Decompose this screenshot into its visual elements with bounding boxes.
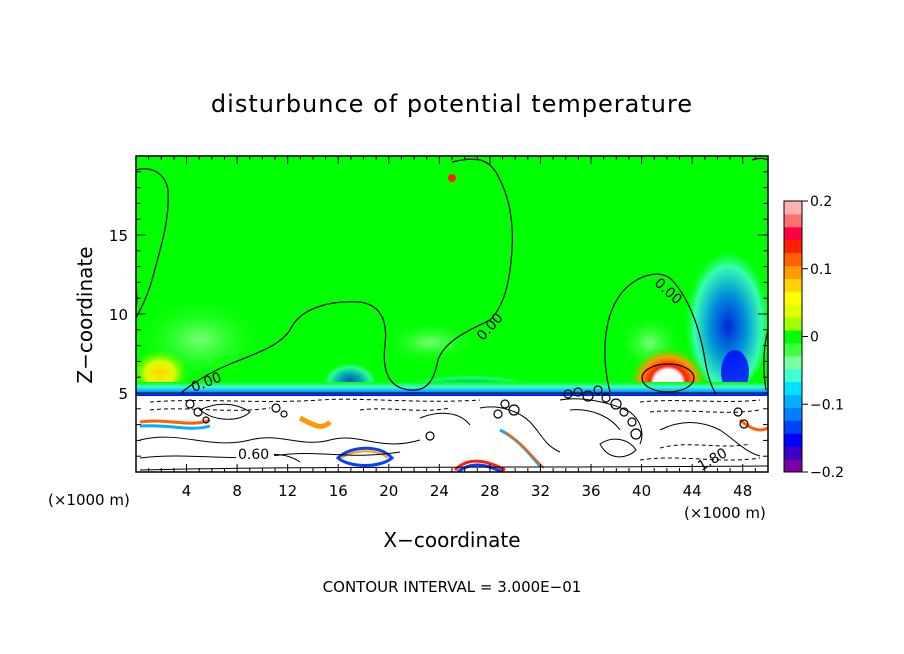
y-tick-label: 5	[118, 385, 128, 403]
colorbar-segment	[784, 394, 802, 408]
colorbar-segment	[784, 239, 802, 254]
colorbar-tick-label: −0.1	[810, 397, 844, 413]
colorbar-segment	[784, 330, 802, 344]
colorbar-segment	[784, 265, 802, 279]
x-tick-label: 44	[683, 482, 702, 500]
colorbar-segment	[784, 342, 802, 357]
y-axis: 5 10 15	[109, 171, 768, 457]
contour-label: 0.60	[238, 447, 269, 463]
colorbar-labels: 0.2 0.1 0 −0.1 −0.2	[802, 194, 844, 481]
plot-field: 0.00 0.00 0.00 0.60 1.80	[136, 156, 768, 472]
colorbar-segment	[784, 446, 802, 460]
colorbar	[784, 201, 802, 473]
colorbar-segment	[784, 368, 802, 383]
colorbar-segment	[784, 291, 802, 305]
colorbar-tick-label: −0.2	[810, 465, 844, 481]
x-unit-right: (×1000 m)	[684, 504, 766, 522]
x-tick-label: 8	[232, 482, 242, 500]
chart-title: disturbunce of potential temperature	[211, 90, 693, 118]
colorbar-segment	[784, 201, 802, 215]
x-unit-left: (×1000 m)	[48, 491, 130, 509]
x-axis: 4 8 12 16 20 24 28 32 36 40 44 48	[148, 156, 756, 500]
colorbar-segment	[784, 278, 802, 292]
x-tick-label: 4	[182, 482, 192, 500]
colorbar-segment	[784, 355, 802, 370]
colorbar-segment	[784, 459, 802, 473]
colorbar-segment	[784, 381, 802, 396]
colorbar-segment	[784, 420, 802, 434]
x-tick-label: 32	[531, 482, 550, 500]
colorbar-tick-label: 0.2	[810, 194, 832, 210]
colorbar-segment	[784, 213, 802, 228]
colorbar-tick-label: 0.1	[810, 262, 832, 278]
x-tick-label: 20	[379, 482, 398, 500]
x-tick-label: 16	[329, 482, 348, 500]
x-axis-label: X−coordinate	[383, 528, 520, 552]
colorbar-segment	[784, 317, 802, 331]
colorbar-segment	[784, 407, 802, 421]
colorbar-tick-label: 0	[810, 330, 819, 346]
x-tick-label: 40	[632, 482, 651, 500]
colorbar-segment	[784, 226, 802, 241]
x-tick-label: 12	[278, 482, 297, 500]
x-tick-label: 24	[430, 482, 449, 500]
y-tick-label: 10	[109, 306, 128, 324]
colorbar-segment	[784, 252, 802, 267]
y-axis-label: Z−coordinate	[73, 246, 97, 383]
x-tick-label: 48	[733, 482, 752, 500]
colorbar-segment	[784, 433, 802, 447]
x-tick-label: 36	[581, 482, 600, 500]
contour-interval-note: CONTOUR INTERVAL = 3.000E−01	[323, 578, 582, 596]
colorbar-segment	[784, 304, 802, 318]
x-tick-label: 28	[480, 482, 499, 500]
y-tick-label: 15	[109, 227, 128, 245]
